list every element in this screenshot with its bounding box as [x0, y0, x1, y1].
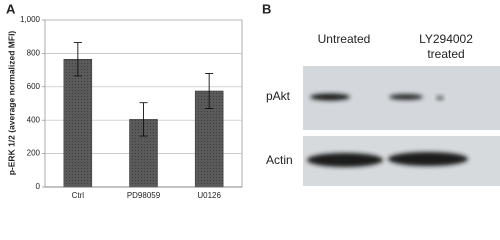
y-tick-label: 0 — [36, 182, 41, 191]
x-tick-label: PD98059 — [127, 191, 161, 200]
error-bar — [139, 102, 148, 137]
y-tick-label: 200 — [27, 149, 41, 158]
column-label: Untreated — [318, 32, 371, 46]
y-tick-label: 400 — [27, 115, 41, 124]
x-tick-label: Ctrl — [72, 191, 85, 200]
y-tick-label: 1,000 — [20, 15, 41, 24]
bar — [63, 58, 93, 188]
y-axis-label: p-ERK 1/2 (average normalized MFI) — [6, 31, 16, 176]
y-tick-label: 600 — [27, 82, 41, 91]
error-bar — [205, 72, 214, 109]
row-label: Actin — [266, 153, 293, 167]
western-blot — [303, 66, 500, 186]
column-label: LY294002 treated — [419, 32, 473, 61]
band — [436, 96, 444, 100]
figure: A B p-ERK 1/2 (average normalized MFI) 0… — [6, 1, 500, 200]
error-bar — [73, 42, 82, 77]
row-label: pAkt — [266, 89, 291, 103]
panel-label: B — [262, 1, 271, 16]
band — [307, 153, 383, 167]
y-tick-label: 800 — [27, 49, 41, 58]
band — [389, 94, 423, 100]
band — [310, 93, 350, 101]
band — [388, 152, 468, 166]
x-tick-label: U0126 — [197, 191, 221, 200]
panel-label: A — [6, 1, 16, 16]
